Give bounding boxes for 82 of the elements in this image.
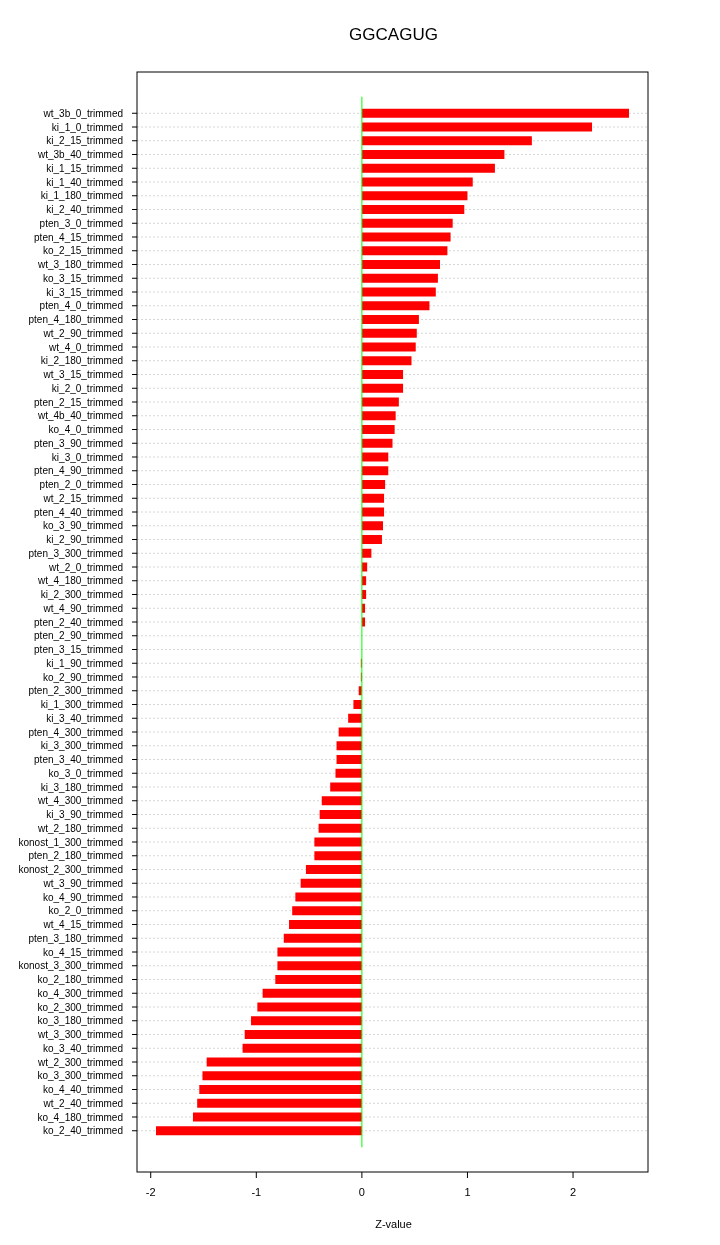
y-tick-label: ko_2_180_trimmed [37,974,123,985]
y-tick-label: wt_4_300_trimmed [36,795,123,807]
y-tick-label: wt_3_90_trimmed [42,877,123,889]
x-axis-title: Z-value [375,1218,412,1230]
y-tick-label: ki_3_15_trimmed [46,286,123,298]
y-tick-label: wt_3b_40_trimmed [36,149,123,160]
y-tick-label: ko_3_300_trimmed [37,1070,123,1082]
y-tick-label: wt_4_90_trimmed [42,602,123,614]
y-tick-label: pten_4_0_trimmed [39,300,123,312]
y-tick-label: wt_4_0_trimmed [48,341,123,353]
y-tick-label: konost_2_300_trimmed [18,864,123,875]
y-tick-label: pten_2_15_trimmed [34,396,123,408]
y-tick-label: ko_3_90_trimmed [42,520,123,532]
y-tick-label: ko_4_90_trimmed [42,891,123,903]
y-tick-label: ki_3_180_trimmed [40,781,123,793]
y-tick-label: wt_2_90_trimmed [42,327,123,339]
y-tick-label: ko_3_0_trimmed [48,767,123,779]
y-tick-label: pten_4_180_trimmed [28,314,123,325]
chart-title: GGCAGUG [349,25,438,44]
y-tick-label: wt_2_300_trimmed [36,1056,123,1068]
y-tick-label: ki_1_90_trimmed [46,657,123,669]
y-tick-label: ki_2_180_trimmed [40,355,123,367]
x-tick-label: -1 [251,1186,262,1198]
y-tick-label: pten_2_300_trimmed [28,685,123,697]
y-tick-label: ko_4_0_trimmed [48,424,123,435]
y-tick-label: wt_3_15_trimmed [42,369,123,380]
y-tick-label: wt_3_180_trimmed [36,259,123,270]
y-tick-label: ko_2_0_trimmed [48,905,123,917]
y-tick-label: ko_2_15_trimmed [42,245,123,257]
y-tick-label: ki_2_90_trimmed [46,534,123,545]
y-tick-label: wt_3b_0_trimmed [42,107,123,119]
y-tick-label: pten_3_300_trimmed [28,547,123,559]
y-tick-label: pten_2_0_trimmed [39,479,123,490]
x-tick-label: 2 [569,1186,577,1198]
y-tick-label: wt_2_15_trimmed [42,492,123,504]
y-tick-label: ko_2_40_trimmed [42,1125,123,1137]
y-tick-label: pten_4_90_trimmed [34,465,123,477]
y-tick-label: ki_3_300_trimmed [40,740,123,752]
y-tick-label: wt_2_40_trimmed [42,1097,123,1109]
y-tick-label: ki_3_40_trimmed [46,712,123,724]
y-tick-label: pten_3_40_trimmed [34,754,123,765]
y-tick-label: wt_4_180_trimmed [36,575,123,587]
x-tick-label: 1 [464,1186,471,1198]
y-tick-label: ko_3_40_trimmed [42,1042,123,1054]
y-tick-label: ki_1_300_trimmed [40,699,123,710]
y-tick-label: ko_2_300_trimmed [37,1001,123,1013]
y-tick-label: pten_3_90_trimmed [34,437,123,449]
y-tick-label: wt_3_300_trimmed [36,1029,123,1040]
y-tick-label: ki_2_0_trimmed [51,382,123,394]
y-tick-label: wt_2_180_trimmed [36,822,123,834]
y-tick-label: ko_3_180_trimmed [37,1015,123,1027]
y-tick-label: ko_4_15_trimmed [42,946,123,958]
y-tick-label: ki_2_15_trimmed [46,135,123,147]
y-tick-label: ko_4_300_trimmed [37,987,123,999]
y-tick-label: pten_2_40_trimmed [34,616,123,628]
y-tick-label: ki_2_40_trimmed [46,204,123,215]
y-tick-label: pten_3_180_trimmed [28,932,123,944]
y-tick-label: ko_3_15_trimmed [42,272,123,284]
y-tick-label: ki_1_15_trimmed [46,162,123,174]
y-tick-label: pten_4_300_trimmed [28,726,123,738]
y-tick-label: ki_3_90_trimmed [46,809,123,820]
y-tick-label: ki_1_40_trimmed [46,176,123,188]
y-tick-label: ki_3_0_trimmed [51,451,123,463]
y-tick-label: ki_1_0_trimmed [51,121,123,133]
y-tick-label: ki_1_180_trimmed [40,190,123,202]
y-tick-label: ko_2_90_trimmed [42,671,123,683]
y-tick-label: konost_1_300_trimmed [18,836,123,848]
y-tick-label: pten_3_15_trimmed [34,644,123,655]
y-tick-label: pten_2_90_trimmed [34,630,123,642]
y-tick-label: wt_4b_40_trimmed [36,410,123,422]
y-tick-label: ki_2_300_trimmed [40,589,123,600]
y-tick-label: wt_2_0_trimmed [48,561,123,573]
y-tick-label: konost_3_300_trimmed [18,960,123,972]
y-tick-label: pten_4_15_trimmed [34,231,123,243]
x-tick-label: 0 [358,1186,365,1198]
y-tick-label: ko_4_180_trimmed [37,1111,123,1123]
y-tick-label: wt_4_15_trimmed [42,919,123,930]
x-tick-label: -2 [145,1186,156,1198]
y-tick-label: pten_4_40_trimmed [34,506,123,518]
y-tick-label: pten_2_180_trimmed [28,850,123,862]
y-tick-label: pten_3_0_trimmed [39,217,123,229]
y-tick-label: ko_4_40_trimmed [42,1084,123,1095]
